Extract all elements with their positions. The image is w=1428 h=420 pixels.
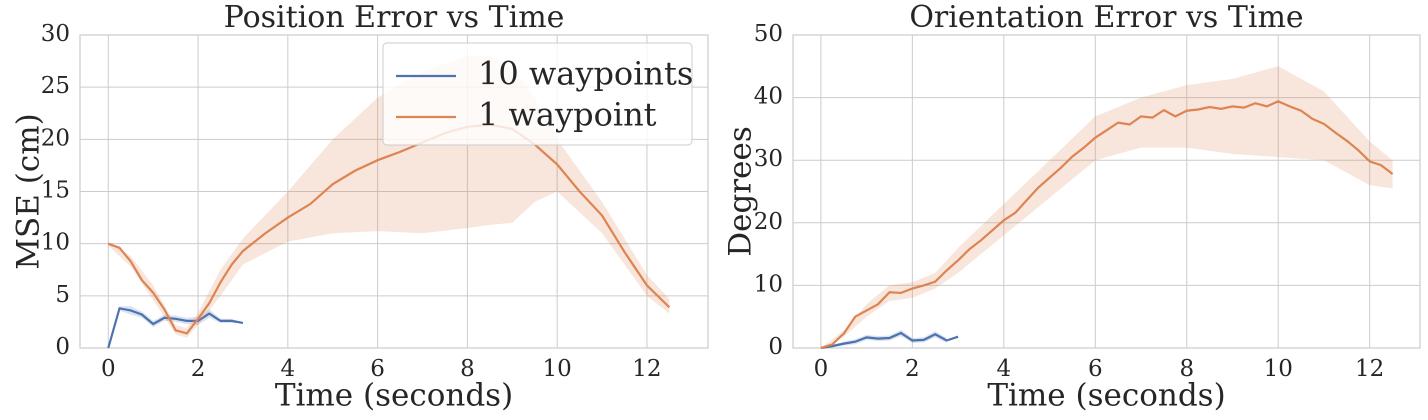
x-tick-label: 0 (814, 356, 829, 382)
x-tick-label: 8 (1179, 356, 1194, 382)
y-tick-label: 40 (754, 84, 783, 110)
x-tick-label: 0 (101, 356, 116, 382)
y-axis-label: MSE (cm) (11, 113, 47, 269)
x-tick-label: 6 (370, 356, 385, 382)
y-tick-label: 10 (41, 230, 70, 256)
legend-label: 1 waypoint (478, 96, 657, 134)
series-line (820, 100, 1394, 350)
y-tick-label: 5 (55, 282, 70, 308)
plot-frame (792, 34, 1421, 349)
y-tick-label: 30 (754, 146, 783, 172)
y-tick-label: 0 (55, 334, 70, 360)
plot: 0 2 4 6 8 10 12 0 5 10 15 20 25 30 Position Error vs T… (11, 0, 709, 414)
y-tick-label: 25 (41, 73, 70, 99)
y-tick-label: 20 (754, 209, 783, 235)
x-tick-label: 8 (460, 356, 475, 382)
x-tick-label: 12 (1355, 356, 1384, 382)
chart-title: Orientation Error vs Time (909, 0, 1303, 35)
y-tick-label: 50 (754, 21, 783, 47)
confidence-band (108, 306, 243, 348)
x-tick-label: 4 (281, 356, 296, 382)
confidence-band (820, 66, 1393, 349)
series-line (820, 331, 959, 350)
x-axis-label: Time (seconds) (275, 378, 513, 414)
legend-box (382, 42, 693, 146)
x-tick-label: 10 (543, 356, 572, 382)
y-tick-label: 15 (41, 178, 70, 204)
y-tick-label: 20 (41, 125, 70, 151)
x-tick-label: 6 (1088, 356, 1103, 382)
x-tick-label: 2 (905, 356, 920, 382)
x-tick-label: 10 (1264, 356, 1293, 382)
x-axis-label: Time (seconds) (987, 378, 1225, 414)
series-line (107, 123, 671, 335)
plot-frame (79, 34, 709, 349)
x-tick-label: 2 (191, 356, 206, 382)
x-tick-label: 12 (632, 356, 661, 382)
y-tick-label: 30 (41, 21, 70, 47)
chart-title: Position Error vs Time (224, 0, 565, 35)
legend-label: 10 waypoints (478, 55, 693, 93)
y-tick-label: 10 (754, 271, 783, 297)
y-axis-label: Degrees (723, 126, 759, 256)
plot: 0 2 4 6 8 10 12 0 10 20 30 40 50 Orientation Error vs… (723, 0, 1421, 414)
y-tick-label: 0 (768, 334, 783, 360)
x-tick-label: 4 (997, 356, 1012, 382)
series-line (107, 307, 244, 349)
